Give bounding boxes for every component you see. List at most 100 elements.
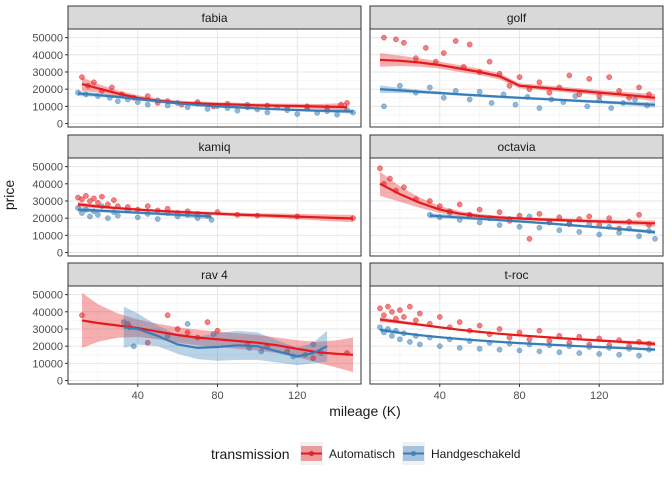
data-point [393,36,399,43]
data-point [476,88,483,95]
data-point [496,326,503,332]
facet-title: kamiq [198,140,230,154]
panel-border [67,157,362,257]
data-point [596,231,603,238]
smooth-line [77,208,212,218]
y-tick-label: 40000 [32,307,63,319]
panel-background [370,158,663,256]
data-point [120,319,127,325]
data-point [496,209,503,216]
facet-title: octavia [497,140,535,154]
data-point [344,100,350,106]
smooth-line [123,326,328,358]
data-point [496,222,503,228]
x-tick-label: 120 [590,390,608,402]
data-point [536,105,543,111]
y-tick-label: 10000 [32,101,63,113]
data-point [476,206,483,213]
data-point [556,349,563,356]
data-point [109,84,115,91]
data-point [426,198,433,204]
data-point [476,322,483,329]
data-point [99,193,105,200]
data-point [258,348,265,355]
panel-border [67,28,362,128]
data-point [381,34,387,41]
facet-title: t-roc [505,268,529,282]
data-point [606,74,613,80]
smooth-line [379,88,656,106]
data-point [105,215,111,222]
data-point [636,352,642,359]
y-tick-label: 50000 [32,290,63,302]
data-point [466,96,473,103]
data-point [440,94,447,101]
data-point [381,312,387,319]
panel-border [369,28,664,128]
y-tick-label: 40000 [32,179,63,191]
data-point [87,213,93,220]
facet-title: fabia [201,11,227,25]
x-axis-label: mileage (K) [329,403,401,419]
confidence-band [380,171,655,227]
data-point [506,82,513,89]
data-point [184,104,191,111]
data-point [456,201,463,208]
y-tick-label: 0 [57,376,63,388]
data-point [234,107,241,114]
x-tick-label: 40 [434,390,446,402]
data-point [144,101,151,108]
data-point [422,45,429,51]
data-point [412,55,419,62]
facet-panel-fabia: fabia 0 10000 20000 30000 40000 50000 [32,5,362,131]
data-point [516,347,523,354]
y-tick-label: 30000 [32,196,63,208]
data-point [636,211,642,218]
legend-title: transmission [211,446,290,462]
data-point [596,351,603,357]
data-point [184,320,191,327]
y-tick-label: 0 [57,119,63,131]
data-point [616,229,622,236]
data-point [95,211,101,218]
data-point [586,213,593,220]
smooth-line [429,214,656,234]
data-point [636,233,642,240]
data-point [385,303,391,310]
facet-panel-octavia: octavia [369,134,664,257]
data-point [546,89,553,96]
x-tick-label: 80 [211,390,223,402]
x-tick-label: 80 [513,390,525,402]
data-point [154,216,161,222]
data-point [294,111,301,117]
data-point [377,324,383,331]
y-tick-label: 20000 [32,341,63,353]
data-point [210,331,217,337]
data-point [426,84,433,91]
confidence-band [82,292,353,372]
data-point [512,101,519,108]
data-point [608,105,615,111]
data-point [114,212,121,219]
data-point [456,345,463,351]
legend-label: Handgeschakeld [431,447,520,461]
panel-border [67,285,362,385]
data-point [456,319,463,325]
data-point [488,100,495,106]
data-point [208,217,215,223]
data-point [576,350,583,356]
data-point [476,219,483,226]
data-point [452,38,459,44]
panel-border [369,157,664,257]
data-point [164,312,171,319]
data-point [264,109,271,116]
data-point [397,82,403,89]
data-point [204,106,211,112]
data-point [436,314,443,320]
confidence-band [380,53,655,102]
smooth-line [379,182,656,225]
data-point [174,326,181,332]
smooth-line [379,58,656,99]
data-point [110,197,117,203]
